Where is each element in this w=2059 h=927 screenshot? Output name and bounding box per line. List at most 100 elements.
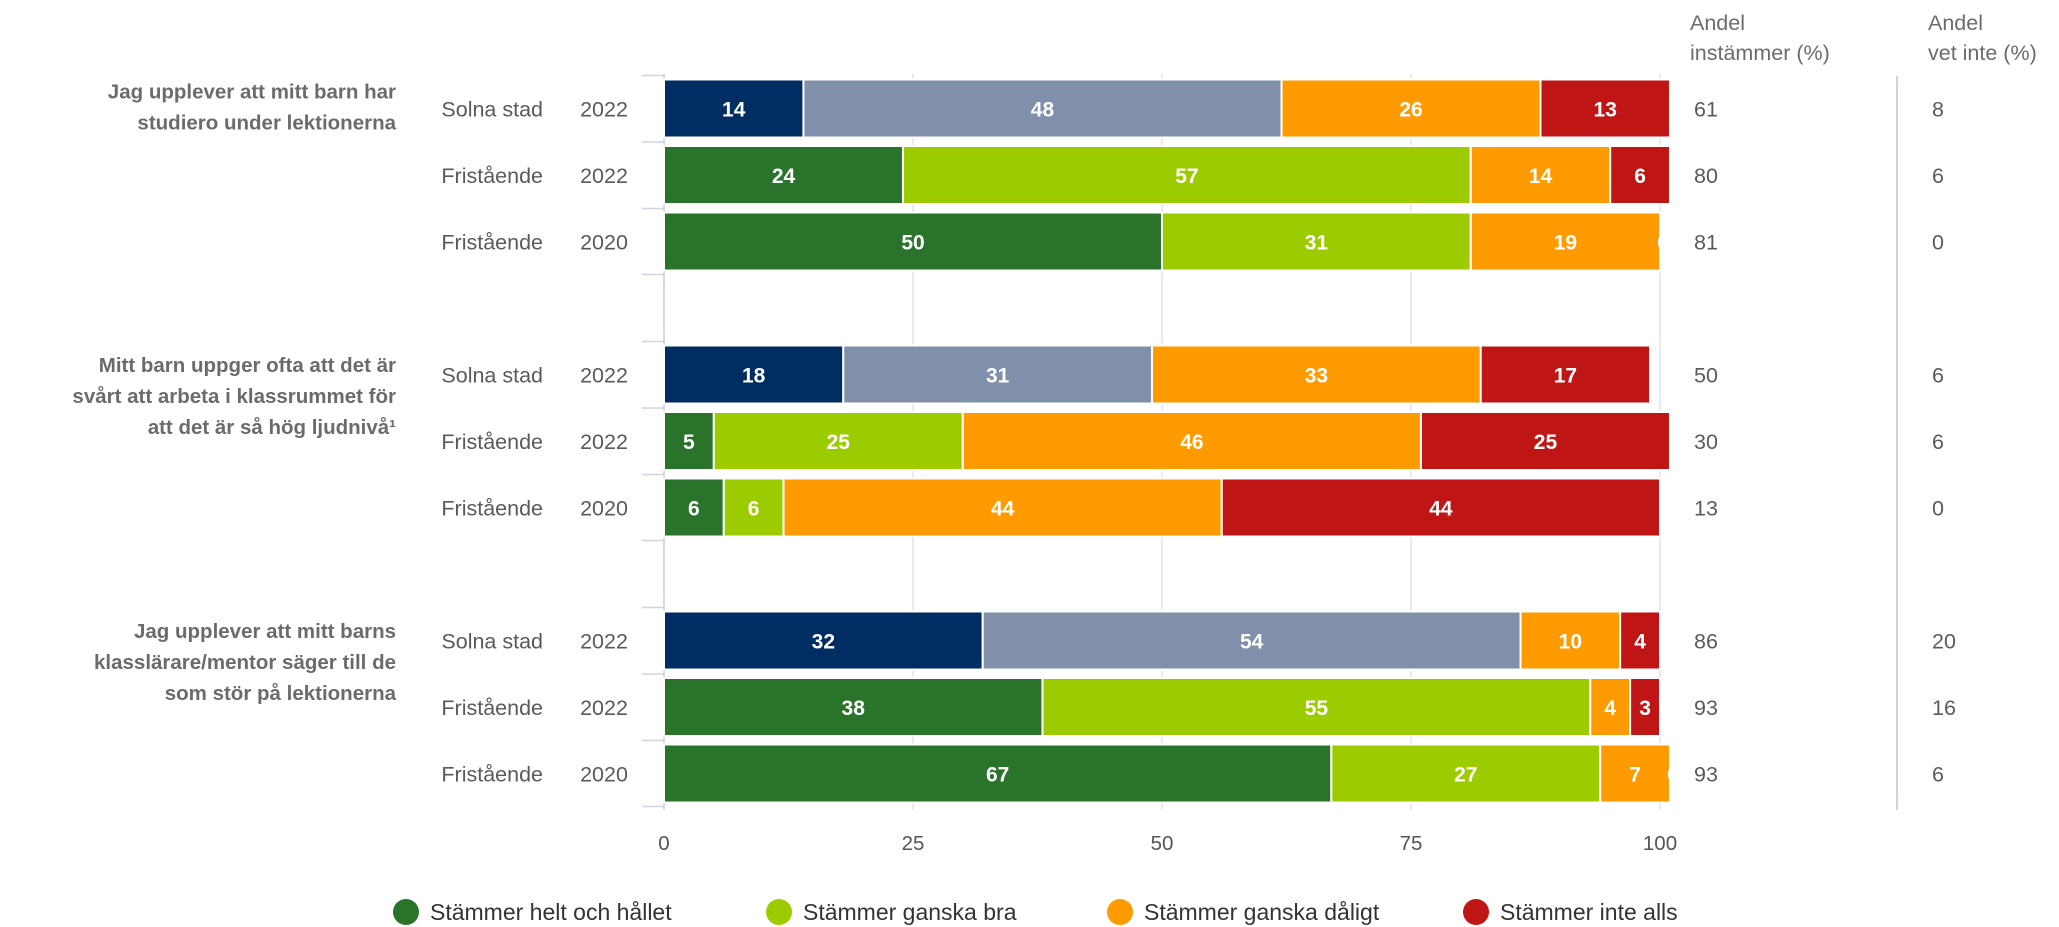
bar-data-label: 50: [901, 232, 924, 255]
legend-label-4: Stämmer inte alls: [1500, 899, 1678, 925]
legend-swatch-3: [1107, 899, 1133, 925]
bar-data-label: 31: [1305, 232, 1329, 255]
bar-segment: [663, 78, 805, 139]
bar-data-label: 6: [688, 498, 700, 521]
bar-segment: [1609, 145, 1671, 205]
bar-segment: [1469, 211, 1662, 272]
andel-instammer-value: 61: [1694, 98, 1718, 122]
andel-vet-inte-value: 6: [1932, 164, 1944, 188]
row-group-label: Solna stad: [441, 630, 543, 654]
question-2-label-line-1: Mitt barn uppger ofta att det är: [99, 354, 396, 377]
row-year-label: 2022: [580, 696, 628, 720]
row-group-label: Fristående: [441, 164, 543, 188]
bar-segment: [663, 677, 1044, 737]
row-group-label: Solna stad: [441, 364, 543, 388]
bar-data-label: 25: [827, 431, 851, 454]
andel-vet-inte-value: 0: [1932, 231, 1944, 255]
bar-data-label: 14: [1529, 165, 1553, 188]
row-year-label: 2020: [580, 763, 628, 787]
bar-segment: [1419, 411, 1671, 471]
legend: Stämmer helt och hållet Stämmer ganska br…: [393, 899, 1678, 925]
bar-segment: [1151, 344, 1482, 405]
question-2-label-line-2: svårt att arbeta i klassrummet för: [72, 385, 396, 408]
question-1-label-line-2: studiero under lektionerna: [137, 112, 396, 135]
bar-data-label: 38: [842, 697, 866, 720]
bar-data-label: 14: [722, 99, 746, 122]
bar-segment: [1539, 78, 1671, 139]
andel-instammer-value: 30: [1694, 430, 1718, 454]
row-year-label: 2022: [580, 630, 628, 654]
row-year-label: 2022: [580, 98, 628, 122]
legend-label-3: Stämmer ganska dåligt: [1144, 899, 1380, 925]
bar-data-label: 44: [1429, 498, 1453, 521]
row-group-label: Fristående: [441, 430, 543, 454]
x-tick-label-75: 75: [1400, 832, 1423, 855]
bar-segment: [663, 211, 1163, 272]
bar-data-label: 33: [1305, 365, 1328, 388]
side-columns: Andel instämmer (%) Andel vet inte (%) 61 8 80…: [1690, 11, 2037, 810]
bar-data-label: 10: [1559, 631, 1582, 654]
bar-data-label: 0: [1667, 764, 1679, 787]
bar-data-label: 27: [1454, 764, 1477, 787]
bar-segment: [663, 610, 984, 671]
bar-segment: [961, 411, 1422, 471]
bar-data-label: 0: [1657, 232, 1669, 255]
bar-segment: [981, 610, 1522, 671]
row-group-label: Fristående: [441, 763, 543, 787]
bar-data-label: 48: [1031, 99, 1055, 122]
bar-data-label: 31: [986, 365, 1010, 388]
andel-instammer-value: 81: [1694, 231, 1718, 255]
bar-data-label: 4: [1604, 697, 1616, 720]
row-year-label: 2022: [580, 164, 628, 188]
andel-instammer-value: 93: [1694, 696, 1718, 720]
bar-data-label: 46: [1180, 431, 1203, 454]
row-group-label: Solna stad: [441, 98, 543, 122]
bar-data-label: 55: [1305, 697, 1329, 720]
row-year-label: 2020: [580, 231, 628, 255]
bar-segment: [1469, 145, 1612, 205]
row-year-label: 2020: [580, 497, 628, 521]
side-header-1-line-1: Andel: [1690, 11, 1745, 35]
row-labels: Jag upplever att mitt barn har studiero u…: [72, 81, 628, 787]
andel-vet-inte-value: 6: [1932, 364, 1944, 388]
bar-data-label: 19: [1554, 232, 1577, 255]
bar-segment: [1330, 743, 1602, 804]
question-1-label-line-1: Jag upplever att mitt barn har: [108, 81, 396, 104]
bar-data-label: 17: [1554, 365, 1577, 388]
bar-data-label: 44: [991, 498, 1015, 521]
x-tick-label-25: 25: [902, 832, 925, 855]
bar-segment: [663, 145, 905, 205]
andel-vet-inte-value: 16: [1932, 696, 1956, 720]
row-group-label: Fristående: [441, 696, 543, 720]
bar-data-label: 32: [812, 631, 835, 654]
andel-instammer-value: 50: [1694, 364, 1718, 388]
andel-instammer-value: 93: [1694, 763, 1718, 787]
bar-segment: [663, 477, 725, 538]
andel-instammer-value: 80: [1694, 164, 1718, 188]
bar-data-label: 25: [1534, 431, 1558, 454]
side-header-2-line-2: vet inte (%): [1928, 41, 2037, 65]
bar-segment: [1619, 610, 1662, 671]
row-year-label: 2022: [580, 364, 628, 388]
bars: 14 48 26 13 24 57 14 6 50 31 19 0 18 31 33 17 5 25 46 25 6 6 4…: [663, 78, 1679, 804]
legend-label-1: Stämmer helt och hållet: [430, 899, 672, 925]
x-tick-label-50: 50: [1151, 832, 1174, 855]
x-tick-label-100: 100: [1643, 832, 1677, 855]
row-group-label: Fristående: [441, 497, 543, 521]
bar-data-label: 6: [748, 498, 760, 521]
bar-data-label: 54: [1240, 631, 1264, 654]
bar-data-label: 7: [1629, 764, 1641, 787]
andel-vet-inte-value: 0: [1932, 497, 1944, 521]
bar-segment: [902, 145, 1472, 205]
bar-data-label: 3: [1639, 697, 1651, 720]
bar-segment: [1519, 610, 1622, 671]
legend-swatch-4: [1463, 899, 1489, 925]
bar-segment: [1479, 344, 1652, 405]
bar-data-label: 6: [1634, 165, 1646, 188]
andel-instammer-value: 86: [1694, 630, 1718, 654]
andel-vet-inte-value: 6: [1932, 763, 1944, 787]
question-3-label-line-1: Jag upplever att mitt barns: [134, 620, 396, 643]
bar-segment: [1589, 677, 1632, 737]
question-3-label-line-2: klasslärare/mentor säger till de: [94, 651, 396, 674]
